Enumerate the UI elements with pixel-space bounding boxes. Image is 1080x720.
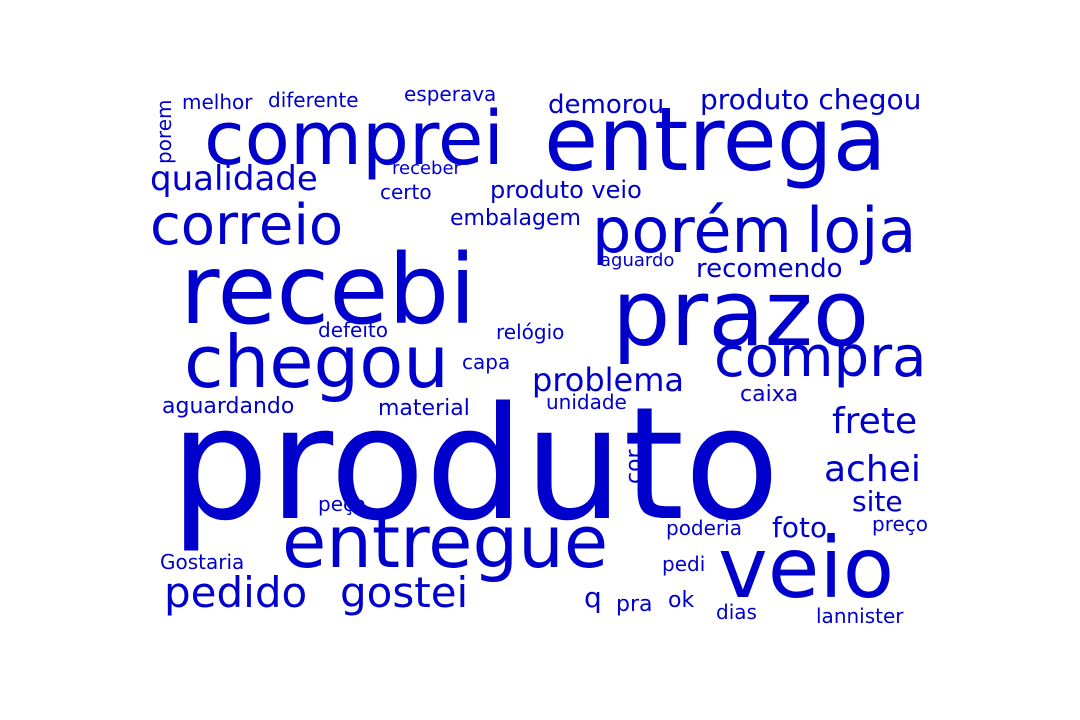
word-poderia: poderia (666, 516, 742, 540)
word-melhor: melhor (182, 90, 253, 114)
word-pedi: pedi (662, 552, 706, 576)
word-problema: problema (532, 361, 685, 399)
word-certo: certo (380, 180, 432, 204)
word-produto-veio: produto veio (490, 176, 642, 204)
word-aguardando: aguardando (162, 394, 295, 419)
word-receber: receber (392, 158, 461, 179)
word-foto: foto (772, 511, 828, 544)
word-site: site (852, 485, 903, 518)
word-gostaria: Gostaria (160, 550, 245, 574)
word-pra: pra (616, 592, 653, 617)
word-recebi: recebi (180, 234, 476, 346)
word-chegou: chegou (184, 320, 449, 404)
word-correio: correio (150, 193, 344, 258)
word-peca: peça (318, 492, 367, 516)
word-esperava: esperava (404, 82, 497, 106)
word-porem: porem (152, 99, 176, 164)
word-lannister: lannister (816, 604, 904, 628)
word-recomendo: recomendo (696, 254, 843, 284)
word-unidade: unidade (546, 390, 627, 414)
word-achei: achei (824, 449, 921, 490)
word-produto-chegou: produto chegou (700, 83, 922, 116)
word-dias: dias (716, 600, 757, 624)
word-compra: compra (714, 325, 927, 390)
word-preco: preço (872, 512, 929, 536)
word-defeito: defeito (318, 318, 388, 342)
word-qualidade: qualidade (150, 159, 318, 199)
word-embalagem: embalagem (450, 206, 581, 231)
word-capa: capa (462, 350, 511, 374)
word-ok: ok (668, 588, 695, 613)
word-loja: loja (806, 194, 917, 267)
word-entrega: entrega (544, 88, 887, 191)
word-q: q (584, 581, 602, 614)
word-entregue: entregue (282, 500, 609, 584)
word-produto: produto (170, 373, 780, 555)
word-diferente: diferente (268, 88, 359, 112)
word-gostei: gostei (340, 568, 469, 617)
word-porem-accent: porém (592, 194, 792, 267)
word-veio: veio (718, 519, 895, 617)
word-cor: cor (622, 449, 647, 484)
word-pedido: pedido (164, 568, 308, 617)
word-caixa: caixa (740, 382, 799, 407)
word-relogio: relógio (496, 320, 565, 344)
word-comprei: comprei (204, 96, 504, 182)
word-prazo: prazo (612, 260, 870, 367)
word-aguardo: aguardo (600, 250, 675, 271)
word-frete: frete (832, 401, 918, 442)
word-demorou: demorou (548, 90, 665, 120)
word-material: material (378, 396, 470, 421)
